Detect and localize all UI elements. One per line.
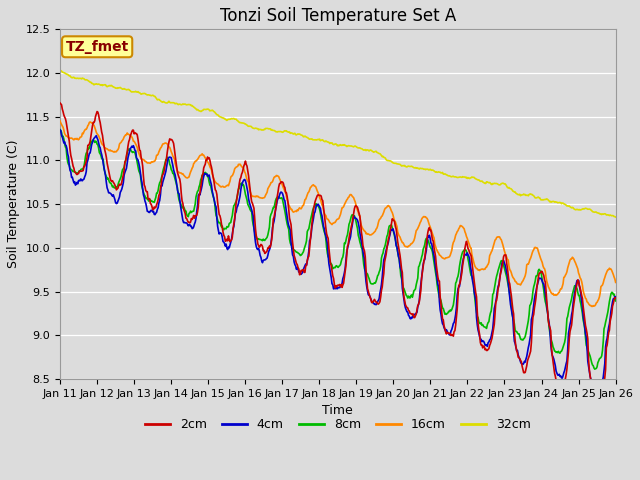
Title: Tonzi Soil Temperature Set A: Tonzi Soil Temperature Set A xyxy=(220,7,456,25)
Text: TZ_fmet: TZ_fmet xyxy=(65,40,129,54)
X-axis label: Time: Time xyxy=(323,405,353,418)
Y-axis label: Soil Temperature (C): Soil Temperature (C) xyxy=(7,140,20,268)
Legend: 2cm, 4cm, 8cm, 16cm, 32cm: 2cm, 4cm, 8cm, 16cm, 32cm xyxy=(140,413,536,436)
